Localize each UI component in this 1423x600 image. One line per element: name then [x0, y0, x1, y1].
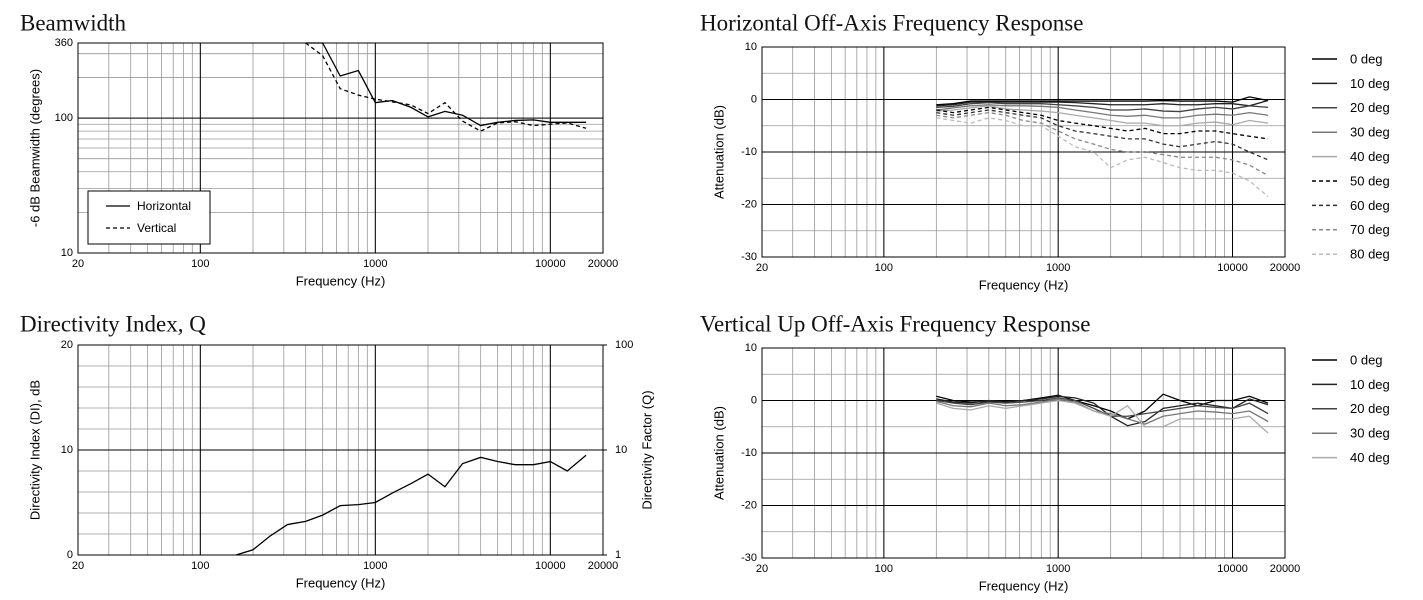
chart-title: Vertical Up Off-Axis Frequency Response [700, 311, 1090, 336]
legend-label: 10 deg [1350, 377, 1390, 392]
y-tick-label: 10 [745, 41, 757, 53]
x-tick-label: 20 [72, 258, 84, 270]
plot-frame [761, 46, 1286, 258]
series-line [936, 117, 1269, 198]
legend-label: 20 deg [1350, 401, 1390, 416]
y2-axis-label: Directivity Factor (Q) [639, 390, 654, 509]
x-tick-label: 1000 [363, 258, 387, 270]
series-line [936, 111, 1269, 177]
series-line [936, 106, 1269, 140]
chart: Beamwidth 20 100 1000 10000 20000 10 100 360 Freq… [20, 10, 618, 288]
x-tick-label: 1000 [363, 560, 387, 572]
x-tick-label: 10000 [1217, 563, 1248, 575]
y-tick-label: 0 [751, 93, 757, 105]
chart-title: Directivity Index, Q [20, 311, 206, 336]
x-tick-label: 20000 [1270, 262, 1301, 274]
series-line [936, 99, 1269, 107]
series-line [936, 104, 1269, 119]
chart-title: Horizontal Off-Axis Frequency Response [700, 10, 1083, 35]
series-line [936, 399, 1269, 434]
x-tick-label: 20000 [588, 258, 619, 270]
x-axis-label: Frequency (Hz) [296, 273, 386, 288]
x-tick-label: 1000 [1046, 262, 1070, 274]
y-axis-label: -6 dB Beamwidth (degrees) [27, 69, 42, 227]
series-line [936, 393, 1269, 420]
x-tick-label: 100 [875, 262, 893, 274]
chart: Horizontal Off-Axis Frequency Response 20… [700, 10, 1390, 292]
legend-label: 10 deg [1350, 76, 1390, 91]
plot-frame [761, 347, 1286, 559]
y2-tick-label: 1 [615, 549, 621, 561]
legend-label: 30 deg [1350, 125, 1390, 140]
y-axis-label: Attenuation (dB) [711, 105, 726, 199]
legend-label: 30 deg [1350, 426, 1390, 441]
legend-label: 40 deg [1350, 149, 1390, 164]
legend-label: 60 deg [1350, 198, 1390, 213]
y2-tick-label: 100 [615, 339, 633, 351]
chart: Vertical Up Off-Axis Frequency Response 2… [700, 311, 1390, 593]
x-tick-label: 20 [756, 262, 768, 274]
y-tick-label: -10 [741, 146, 757, 158]
x-tick-label: 1000 [1046, 563, 1070, 575]
y-tick-label: -20 [741, 499, 757, 511]
x-tick-label: 10000 [535, 258, 566, 270]
y-tick-label: 10 [745, 342, 757, 354]
x-tick-label: 10000 [535, 560, 566, 572]
series-line [936, 398, 1269, 425]
y-tick-label: -30 [741, 251, 757, 263]
y2-tick-label: 10 [615, 444, 627, 456]
x-axis-label: Frequency (Hz) [979, 578, 1069, 593]
x-tick-label: 20000 [1270, 563, 1301, 575]
x-tick-label: 20000 [588, 560, 619, 572]
legend-label: Horizontal [137, 199, 191, 213]
x-axis-label: Frequency (Hz) [979, 277, 1069, 292]
y-tick-label: 20 [61, 339, 73, 351]
y-axis-label: Directivity Index (DI), dB [27, 380, 42, 520]
legend-label: 0 deg [1350, 51, 1383, 66]
x-tick-label: 20 [72, 560, 84, 572]
series-line [936, 105, 1269, 127]
series-line [235, 454, 587, 556]
y-tick-label: -10 [741, 447, 757, 459]
chart: Directivity Index, Q 20 100 1000 10000 20000 0… [20, 311, 654, 590]
y-tick-label: 0 [67, 549, 73, 561]
y-tick-label: 10 [61, 444, 73, 456]
chart-title: Beamwidth [20, 10, 127, 35]
legend-label: Vertical [137, 221, 176, 235]
plot-frame [77, 42, 604, 254]
y-tick-label: 100 [55, 112, 73, 124]
y-tick-label: 0 [751, 394, 757, 406]
y-tick-label: 10 [61, 247, 73, 259]
y-tick-label: 360 [55, 37, 73, 49]
legend-label: 40 deg [1350, 450, 1390, 465]
legend-label: 0 deg [1350, 352, 1383, 367]
series-line [936, 395, 1269, 427]
legend-label: 50 deg [1350, 173, 1390, 188]
series-line [936, 96, 1269, 106]
x-tick-label: 10000 [1217, 262, 1248, 274]
legend-label: 80 deg [1350, 247, 1390, 262]
y-tick-label: -30 [741, 552, 757, 564]
x-tick-label: 100 [191, 258, 209, 270]
legend-label: 20 deg [1350, 100, 1390, 115]
series-line [936, 109, 1269, 161]
y-tick-label: -20 [741, 198, 757, 210]
series-line [305, 42, 587, 132]
x-tick-label: 100 [191, 560, 209, 572]
plot-frame [77, 344, 604, 556]
x-tick-label: 20 [756, 563, 768, 575]
legend-box [87, 190, 211, 245]
x-axis-label: Frequency (Hz) [296, 575, 386, 590]
series-line [936, 101, 1269, 113]
series-line [305, 42, 587, 127]
legend-label: 70 deg [1350, 222, 1390, 237]
y-axis-label: Attenuation (dB) [711, 406, 726, 500]
x-tick-label: 100 [875, 563, 893, 575]
